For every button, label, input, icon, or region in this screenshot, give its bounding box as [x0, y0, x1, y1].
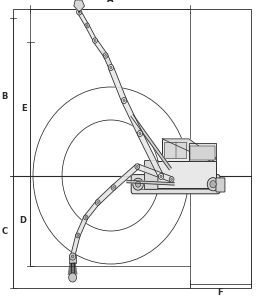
Circle shape — [108, 64, 114, 70]
Polygon shape — [127, 180, 174, 185]
Text: C: C — [2, 227, 8, 236]
Polygon shape — [101, 50, 112, 68]
Circle shape — [78, 11, 80, 13]
Circle shape — [121, 98, 127, 103]
Polygon shape — [86, 24, 97, 42]
Circle shape — [84, 215, 88, 220]
Circle shape — [77, 9, 82, 15]
Polygon shape — [131, 115, 171, 170]
Circle shape — [93, 38, 97, 43]
Polygon shape — [70, 235, 80, 257]
Text: B: B — [2, 92, 8, 101]
Circle shape — [94, 39, 96, 42]
Polygon shape — [74, 0, 84, 12]
Polygon shape — [162, 139, 216, 161]
Polygon shape — [109, 66, 126, 102]
Polygon shape — [122, 99, 142, 135]
Circle shape — [169, 177, 174, 182]
Polygon shape — [93, 39, 107, 57]
Polygon shape — [76, 216, 88, 237]
Circle shape — [207, 178, 219, 191]
Circle shape — [210, 181, 216, 188]
Polygon shape — [112, 164, 139, 190]
Circle shape — [135, 164, 140, 169]
Circle shape — [69, 253, 76, 260]
Polygon shape — [104, 54, 113, 69]
Bar — [145, 161, 216, 188]
Bar — [69, 255, 76, 262]
Circle shape — [85, 23, 89, 28]
Polygon shape — [78, 11, 89, 27]
Text: D: D — [19, 216, 26, 225]
Text: F: F — [218, 288, 223, 297]
Circle shape — [70, 254, 75, 259]
Circle shape — [110, 66, 112, 69]
Polygon shape — [96, 185, 115, 205]
Polygon shape — [69, 274, 76, 281]
Text: E: E — [21, 104, 26, 113]
FancyBboxPatch shape — [131, 175, 220, 194]
Bar — [162, 139, 189, 161]
FancyBboxPatch shape — [144, 160, 158, 189]
Circle shape — [85, 217, 87, 218]
Circle shape — [77, 10, 81, 14]
Circle shape — [136, 165, 138, 168]
Circle shape — [69, 273, 77, 282]
Circle shape — [95, 200, 100, 205]
Circle shape — [158, 173, 164, 179]
Circle shape — [133, 178, 143, 190]
Circle shape — [123, 99, 125, 102]
Bar — [164, 142, 186, 158]
Circle shape — [135, 181, 141, 187]
Polygon shape — [84, 201, 99, 219]
Circle shape — [97, 201, 99, 204]
Polygon shape — [136, 164, 172, 182]
Circle shape — [78, 11, 80, 13]
Circle shape — [137, 130, 143, 136]
Circle shape — [103, 53, 108, 58]
Circle shape — [112, 186, 115, 189]
Bar — [190, 146, 215, 160]
Circle shape — [160, 175, 162, 178]
Polygon shape — [138, 132, 163, 178]
Circle shape — [77, 235, 79, 236]
Circle shape — [86, 25, 88, 26]
Circle shape — [139, 132, 141, 135]
Circle shape — [111, 185, 116, 190]
Bar — [189, 143, 216, 161]
Circle shape — [105, 54, 107, 57]
Text: A: A — [107, 0, 114, 4]
Circle shape — [171, 178, 173, 181]
FancyBboxPatch shape — [216, 178, 225, 192]
Circle shape — [72, 256, 73, 257]
Circle shape — [76, 233, 80, 238]
Circle shape — [71, 255, 74, 258]
